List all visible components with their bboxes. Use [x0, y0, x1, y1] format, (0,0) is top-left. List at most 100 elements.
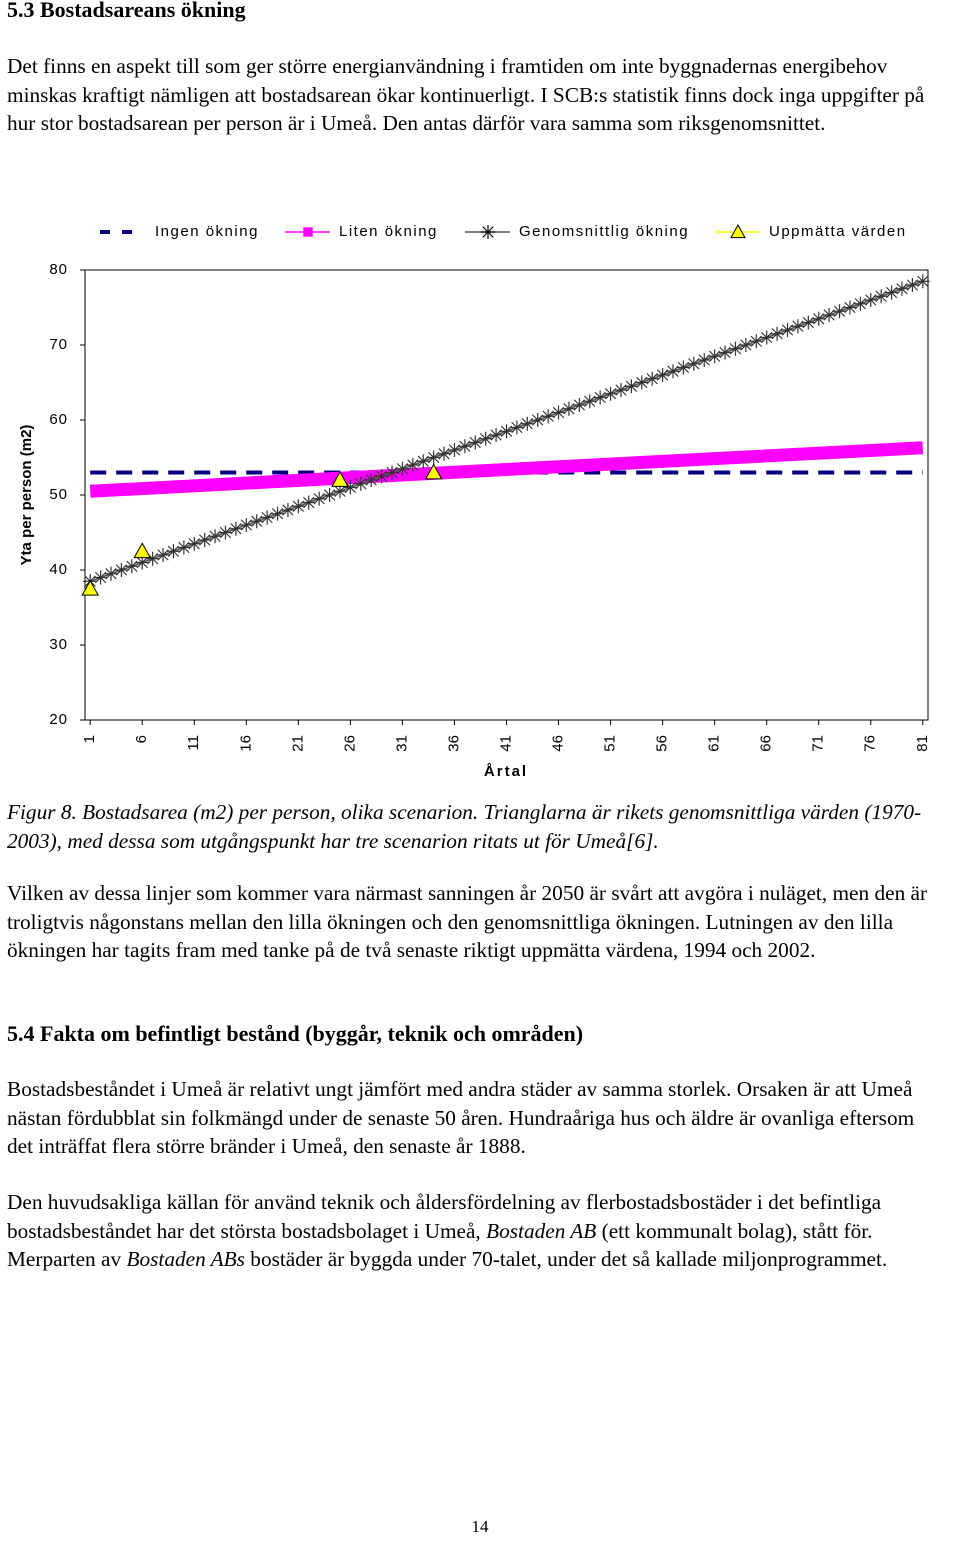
data-point [93, 570, 108, 585]
y-tick-label: 20 [49, 711, 68, 728]
data-point [135, 555, 150, 570]
data-point [124, 559, 139, 574]
data-point [332, 484, 347, 499]
data-point [832, 304, 847, 319]
legend-label: Ingen ökning [155, 223, 259, 240]
data-point [853, 296, 868, 311]
paragraph: Bostadsbeståndet i Umeå är relativt ungt… [7, 1077, 915, 1159]
data-point [509, 420, 524, 435]
data-point [697, 353, 712, 367]
data-point [447, 443, 462, 457]
legend-marker [730, 223, 746, 239]
legend-label: Uppmätta värden [769, 223, 907, 240]
data-point [374, 469, 389, 484]
data-point [437, 446, 452, 461]
data-point [822, 308, 837, 322]
x-tick-label: 46 [550, 735, 567, 752]
page-number: 14 [471, 1517, 489, 1536]
data-point [645, 371, 660, 386]
data-point [457, 439, 472, 454]
data-point [634, 375, 649, 390]
data-point [145, 551, 160, 566]
data-point [197, 533, 212, 547]
data-point [395, 461, 410, 476]
data-point [593, 390, 608, 405]
data-point [884, 285, 899, 300]
y-axis-label: Yta per person (m2) [18, 425, 35, 566]
data-point [218, 525, 233, 540]
data-point [228, 521, 243, 536]
data-point [863, 293, 878, 307]
text: Bostaden ABs [126, 1247, 245, 1272]
data-point [905, 278, 920, 292]
x-tick-label: 6 [133, 735, 150, 743]
data-point [613, 383, 628, 397]
data-point [499, 424, 514, 439]
data-point [424, 463, 443, 480]
y-tick-label: 60 [49, 411, 68, 428]
data-point [405, 458, 420, 472]
data-point [666, 364, 681, 379]
data-point [385, 465, 400, 480]
data-point [270, 506, 285, 521]
data-point [416, 454, 431, 469]
data-point [104, 566, 119, 581]
x-tick-label: 51 [602, 735, 619, 752]
data-point [572, 398, 587, 412]
data-point [156, 548, 171, 562]
data-point [364, 473, 379, 487]
data-point [686, 356, 701, 371]
x-tick-label: 21 [289, 735, 306, 752]
data-point [489, 428, 504, 442]
data-point [770, 326, 785, 341]
heading: 5.4 Fakta om befintligt bestånd (byggår,… [7, 1021, 584, 1046]
data-point [426, 450, 441, 465]
text: Bostaden AB [486, 1218, 597, 1243]
data-point [624, 379, 639, 394]
data-point [915, 274, 930, 289]
x-tick-label: 16 [237, 735, 254, 752]
data-point [707, 349, 722, 364]
plot-frame [84, 269, 929, 721]
x-tick-label: 66 [758, 735, 775, 752]
x-tick-label: 36 [445, 735, 462, 752]
data-point [728, 341, 743, 356]
x-tick-label: 26 [341, 735, 358, 752]
data-point [176, 540, 191, 555]
data-point [738, 338, 753, 352]
y-tick-label: 40 [49, 561, 68, 578]
x-tick-label: 31 [393, 735, 410, 752]
legend-marker [303, 227, 313, 237]
data-point [166, 544, 181, 559]
data-point [291, 499, 306, 514]
data-point [718, 345, 733, 360]
data-point [260, 510, 275, 525]
x-tick-label: 1 [81, 735, 98, 743]
data-point [322, 488, 337, 502]
data-point [301, 495, 316, 510]
x-tick-label: 81 [914, 735, 931, 752]
legend-marker [481, 225, 495, 239]
figure-caption: Figur 8. Bostadsarea (m2) per person, ol… [7, 800, 922, 853]
data-point [331, 470, 349, 487]
heading: 5.3 Bostadsareans ökning [7, 0, 246, 22]
data-point [343, 480, 358, 495]
text: Den huvudsakliga källan för använd tekni… [7, 1190, 882, 1243]
paragraph: Det finns en aspekt till som ger större … [7, 54, 925, 136]
text: (ett kommunalt bolag), stått för. Merpar… [7, 1218, 873, 1272]
data-point [759, 330, 774, 345]
data-point [894, 281, 909, 296]
y-tick-label: 50 [49, 486, 68, 503]
data-point [133, 542, 152, 559]
data-point [478, 431, 493, 446]
data-point [530, 413, 545, 427]
data-point [280, 503, 295, 517]
x-tick-label: 56 [654, 735, 671, 752]
legend-label: Liten ökning [339, 223, 438, 240]
data-point [551, 405, 566, 420]
data-point [239, 518, 254, 532]
data-point [780, 323, 795, 337]
data-point [874, 289, 889, 304]
data-point [312, 491, 327, 506]
x-tick-label: 61 [706, 735, 723, 752]
